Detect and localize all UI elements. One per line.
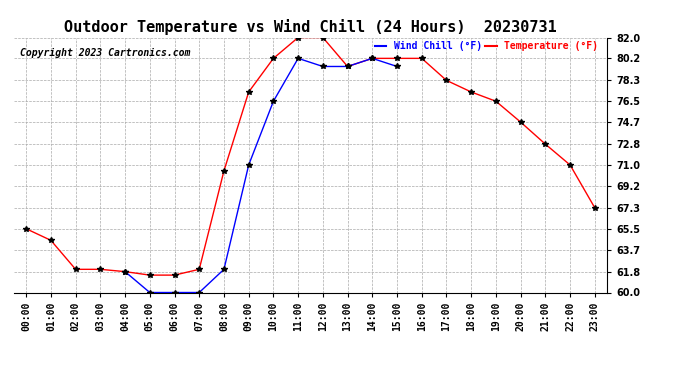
Text: Copyright 2023 Cartronics.com: Copyright 2023 Cartronics.com bbox=[20, 48, 190, 58]
Legend: Wind Chill (°F), Temperature (°F): Wind Chill (°F), Temperature (°F) bbox=[371, 37, 602, 55]
Title: Outdoor Temperature vs Wind Chill (24 Hours)  20230731: Outdoor Temperature vs Wind Chill (24 Ho… bbox=[64, 19, 557, 35]
